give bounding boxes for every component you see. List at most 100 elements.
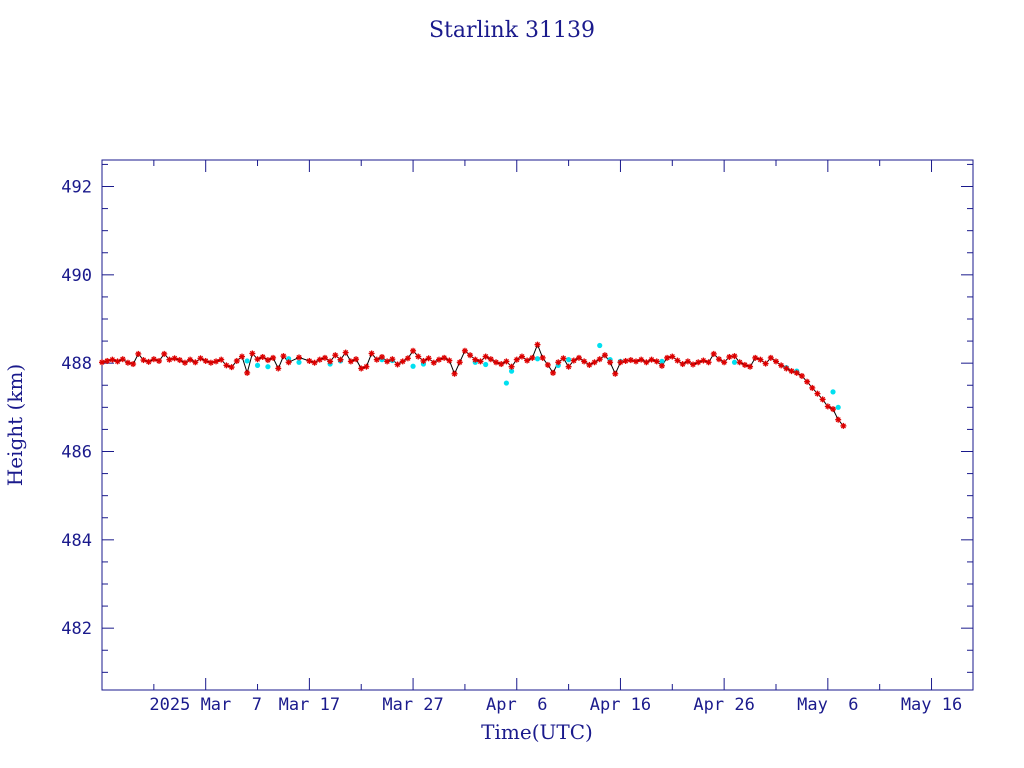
data-point bbox=[513, 356, 520, 363]
data-point bbox=[715, 356, 722, 363]
data-point bbox=[534, 356, 541, 362]
data-point bbox=[316, 356, 323, 363]
data-point bbox=[410, 363, 416, 369]
data-point bbox=[223, 362, 230, 369]
data-point bbox=[809, 384, 816, 391]
data-point bbox=[736, 359, 743, 366]
x-tick-label: Apr 6 bbox=[486, 695, 547, 715]
data-point bbox=[280, 353, 287, 360]
data-point bbox=[461, 347, 468, 354]
data-point bbox=[597, 342, 603, 349]
x-axis-label: Time(UTC) bbox=[481, 720, 593, 744]
axis-ticks bbox=[101, 160, 973, 690]
data-point bbox=[207, 359, 214, 366]
data-point bbox=[306, 357, 313, 364]
data-point bbox=[575, 354, 582, 361]
data-point bbox=[747, 363, 754, 370]
data-point bbox=[254, 356, 261, 363]
data-point bbox=[347, 358, 354, 365]
data-point bbox=[332, 352, 339, 359]
y-tick-label: 490 bbox=[61, 266, 92, 286]
data-point bbox=[710, 350, 717, 357]
data-point bbox=[311, 359, 318, 366]
data-point bbox=[104, 357, 111, 364]
data-point bbox=[124, 359, 131, 366]
data-point bbox=[228, 364, 235, 371]
x-tick-label: May 6 bbox=[797, 695, 858, 715]
data-point bbox=[798, 372, 805, 379]
data-point bbox=[705, 359, 712, 366]
y-tick-label: 492 bbox=[61, 178, 92, 198]
data-point bbox=[669, 353, 676, 360]
data-point bbox=[342, 349, 349, 356]
data-point bbox=[633, 358, 640, 365]
data-point bbox=[539, 354, 546, 361]
data-point bbox=[731, 359, 738, 365]
data-point bbox=[171, 355, 178, 362]
data-point bbox=[830, 389, 836, 395]
data-point bbox=[259, 353, 266, 360]
data-point bbox=[430, 359, 437, 366]
data-point bbox=[477, 358, 484, 365]
data-point bbox=[586, 361, 593, 368]
data-point bbox=[264, 357, 271, 364]
data-point bbox=[368, 350, 375, 357]
data-point bbox=[99, 359, 105, 366]
data-point bbox=[270, 354, 277, 361]
data-point bbox=[695, 359, 702, 366]
chart-title: Starlink 31139 bbox=[429, 18, 595, 43]
x-tick-label: Mar 17 bbox=[279, 695, 340, 715]
data-point bbox=[684, 358, 691, 365]
data-point bbox=[373, 356, 380, 363]
data-point bbox=[265, 364, 271, 370]
data-point bbox=[202, 357, 209, 364]
data-point bbox=[181, 359, 188, 366]
data-point bbox=[648, 356, 655, 363]
data-point bbox=[804, 378, 811, 385]
x-tick-label: Mar 27 bbox=[382, 695, 443, 715]
data-point bbox=[399, 358, 406, 365]
data-point bbox=[327, 358, 334, 365]
data-point bbox=[664, 354, 671, 361]
y-tick-label: 482 bbox=[61, 619, 92, 639]
data-point bbox=[446, 357, 453, 364]
data-point bbox=[498, 361, 505, 368]
data-point bbox=[482, 353, 489, 360]
data-point bbox=[161, 350, 168, 357]
data-point bbox=[534, 341, 541, 348]
data-point bbox=[503, 380, 509, 386]
data-point bbox=[772, 358, 779, 365]
data-point bbox=[384, 358, 391, 365]
data-point bbox=[726, 353, 733, 360]
data-point bbox=[757, 356, 764, 363]
data-point bbox=[213, 358, 220, 365]
data-point bbox=[731, 353, 738, 360]
data-point bbox=[555, 359, 562, 366]
data-point bbox=[285, 359, 292, 366]
data-point bbox=[674, 357, 681, 364]
y-tick-label: 486 bbox=[61, 443, 92, 463]
data-point bbox=[378, 353, 385, 360]
data-point bbox=[550, 369, 557, 376]
data-point bbox=[337, 356, 344, 363]
data-point bbox=[472, 356, 479, 363]
data-point bbox=[420, 357, 427, 364]
data-point bbox=[601, 352, 608, 359]
data-point bbox=[130, 361, 137, 368]
data-point bbox=[653, 358, 660, 365]
x-tick-labels: 2025 Mar 7 Mar 17 Mar 27 Apr 6 Apr 16 Apr 26 M… bbox=[149, 695, 962, 715]
x-tick-label: Apr 26 bbox=[693, 695, 754, 715]
data-point bbox=[150, 356, 157, 363]
data-point bbox=[627, 357, 634, 364]
x-tick-label: May 16 bbox=[901, 695, 962, 715]
data-point bbox=[617, 359, 624, 366]
data-point bbox=[145, 358, 152, 365]
data-point bbox=[435, 356, 442, 363]
data-point bbox=[197, 355, 204, 362]
data-point bbox=[135, 350, 142, 357]
data-point bbox=[767, 354, 774, 361]
data-point bbox=[404, 355, 411, 362]
data-point bbox=[467, 352, 474, 359]
y-tick-label: 484 bbox=[61, 531, 92, 551]
data-point bbox=[700, 357, 707, 364]
